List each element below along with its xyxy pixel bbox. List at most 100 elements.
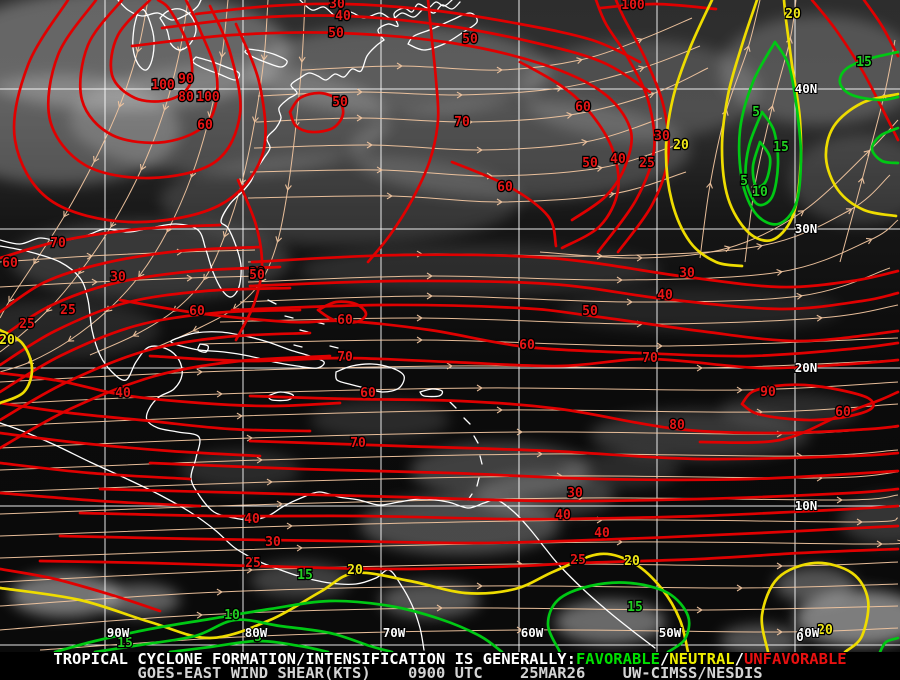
shear-value-label: 20: [0, 333, 15, 348]
shear-contour-green: [744, 110, 780, 207]
shear-value-label: 40: [594, 526, 610, 541]
coastline: [299, 329, 309, 333]
shear-value-label: 40: [115, 386, 131, 401]
wind-streamline: [0, 359, 899, 383]
shear-contour-red: [248, 439, 900, 461]
shear-value-label: 20: [347, 563, 363, 578]
shear-value-label: 40: [555, 508, 571, 523]
shear-contour-green: [93, 618, 394, 652]
shear-value-label: 40: [657, 288, 673, 303]
shear-contour-red: [230, 303, 900, 343]
cloud-patch: [10, 573, 120, 617]
shear-value-label: 20: [817, 623, 833, 638]
wind-streamline: [0, 604, 899, 631]
shear-contour-red: [594, 0, 656, 254]
shear-value-label: 60: [835, 405, 851, 420]
coastline: [419, 388, 444, 398]
legend-unfavorable: UNFAVORABLE: [743, 650, 847, 668]
shear-value-label: 40: [610, 152, 626, 167]
shear-value-label: 90: [178, 72, 194, 87]
shear-contour-red: [98, 487, 900, 503]
shear-value-label: 30: [249, 266, 265, 281]
shear-contour-red: [862, 0, 900, 58]
shear-contour-red: [58, 524, 900, 545]
coastline: [244, 48, 288, 68]
shear-value-label: 70: [337, 350, 353, 365]
shear-contour-red: [0, 431, 262, 458]
shear-contour-red: [0, 354, 332, 450]
shear-value-label: 20: [624, 554, 640, 569]
shear-contour-green: [878, 636, 900, 652]
coastline: [463, 417, 471, 425]
coastline: [293, 344, 303, 348]
latitude-label: 30N: [795, 221, 818, 236]
shear-contour-yellow: [824, 92, 900, 218]
latitude-label: 40N: [795, 81, 818, 96]
shear-contour-yellow: [664, 0, 744, 268]
shear-value-label: 30: [654, 129, 670, 144]
coastline: [284, 315, 294, 319]
shear-contour-yellow: [760, 561, 870, 652]
shear-contour-red: [248, 394, 900, 435]
shear-value-label: 50: [462, 32, 478, 47]
shear-value-label: 60: [197, 118, 213, 133]
shear-contour-green: [751, 140, 772, 189]
shear-value-label: 15: [297, 568, 313, 583]
shear-value-label: 100: [621, 0, 645, 13]
shear-value-label: 25: [60, 303, 76, 318]
shear-value-label: 30: [265, 535, 281, 550]
coastline: [377, 0, 453, 41]
wind-streamline: [0, 560, 899, 583]
shear-contour-green: [168, 639, 330, 652]
coastline: [449, 401, 457, 409]
wind-streamline: [247, 171, 687, 206]
shear-value-label: 30: [567, 486, 583, 501]
shear-contour-red: [0, 461, 192, 481]
shear-contour-red: [148, 354, 900, 370]
cloud-patch: [300, 245, 660, 295]
coastline: [117, 0, 202, 21]
shear-contour-red: [109, 0, 194, 103]
wind-streamline: [0, 248, 256, 263]
shear-value-label: 50: [582, 156, 598, 171]
shear-value-label: 60: [337, 313, 353, 328]
legend-favorable: FAVORABLE: [575, 650, 660, 668]
wind-streamline: [247, 219, 899, 284]
footer-text: GOES-EAST WIND SHEAR(KTS) 0900 UTC 25MAR…: [137, 664, 763, 680]
shear-value-label: 10: [752, 185, 768, 200]
shear-contour-red: [288, 91, 345, 134]
shear-contour-red: [0, 308, 302, 394]
shear-value-label: 80: [669, 418, 685, 433]
shear-contour-red: [130, 31, 633, 222]
shear-contour-green: [546, 581, 691, 652]
shear-contour-red: [518, 60, 620, 250]
shear-contour-red: [0, 491, 202, 508]
shear-contour-red: [0, 286, 292, 367]
shear-contour-red: [0, 371, 342, 408]
longitude-label: 60W: [521, 625, 544, 640]
shear-value-label: 90: [760, 385, 776, 400]
shear-value-label: 25: [570, 553, 586, 568]
shear-value-label: 60: [575, 100, 591, 115]
shear-value-label: 25: [639, 156, 655, 171]
shear-contour-red: [78, 0, 219, 145]
wind-streamline: [0, 494, 899, 515]
shear-value-label: 15: [773, 140, 789, 155]
shear-contour-red: [366, 0, 440, 264]
shear-value-label: 20: [673, 138, 689, 153]
shear-contour-green: [838, 50, 900, 102]
shear-contour-red: [0, 567, 162, 613]
latitude-label: 20N: [795, 360, 818, 375]
shear-value-label: 5: [740, 174, 748, 189]
cloud-patch: [100, 584, 180, 616]
shear-contour-red: [0, 223, 222, 260]
cloud-patch: [555, 600, 665, 644]
coastline: [479, 455, 483, 465]
shear-contour-red: [0, 401, 312, 433]
shear-value-label: 15: [117, 636, 133, 651]
shear-contour-red: [0, 265, 282, 340]
shear-value-label: 60: [497, 180, 513, 195]
shear-contour-red: [316, 300, 368, 324]
